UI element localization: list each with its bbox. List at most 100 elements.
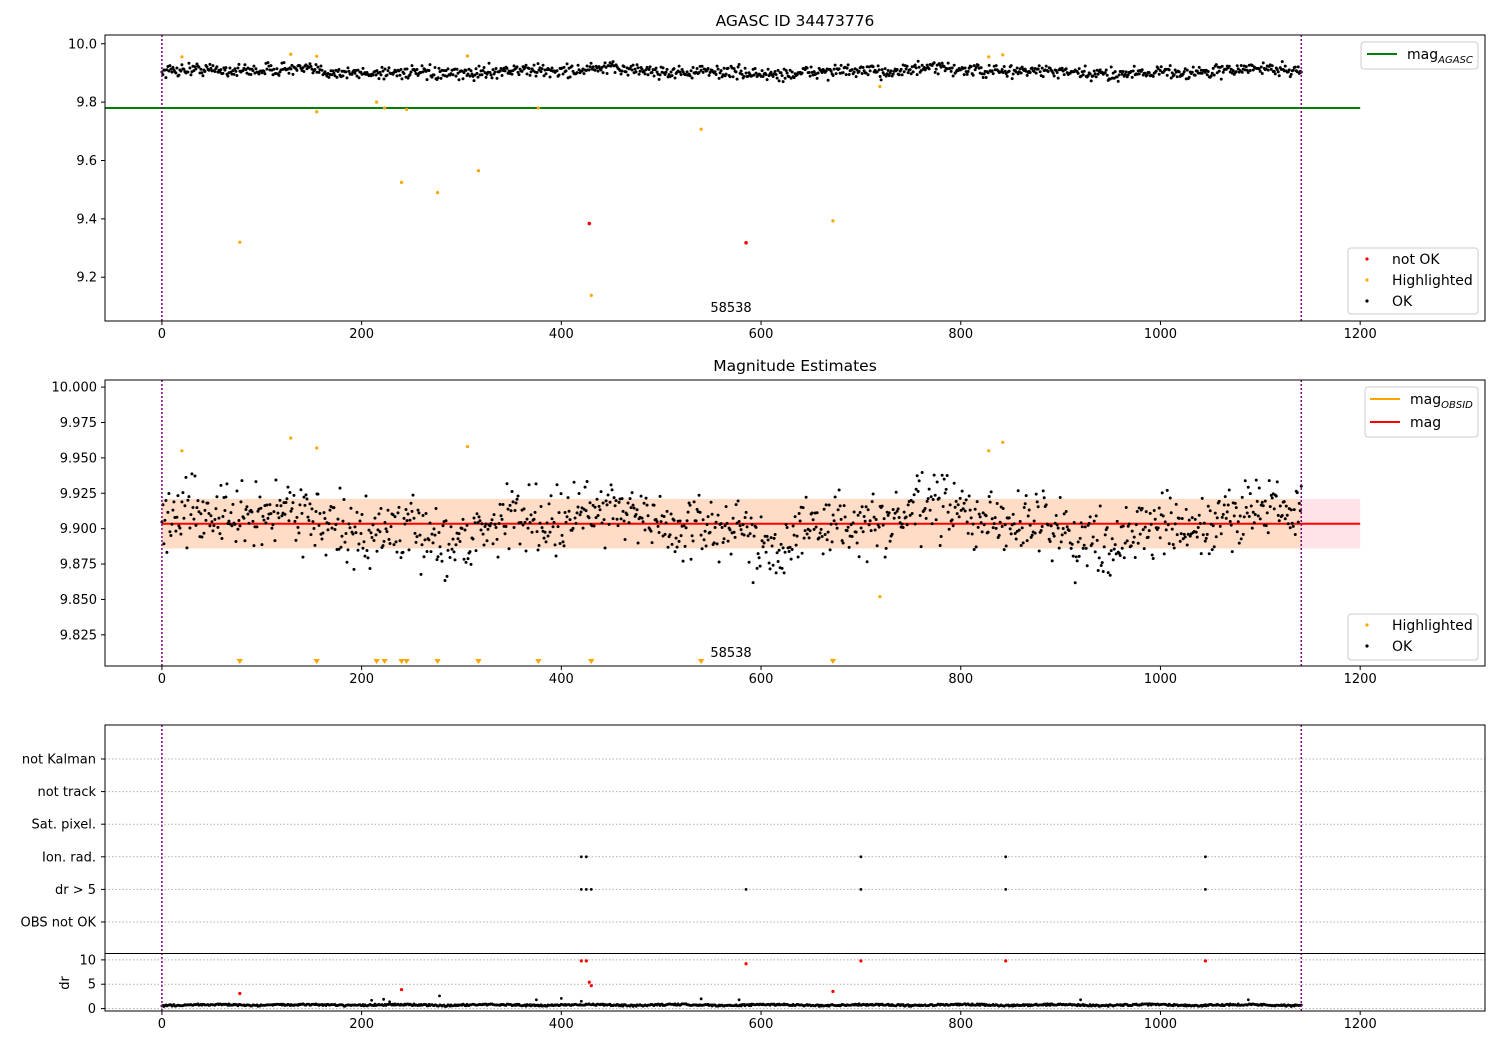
agasc-ok-point [974, 65, 978, 69]
agasc-ok-point [1062, 73, 1066, 77]
magnitude-ok-point [1064, 510, 1068, 514]
magnitude-ok-point [221, 515, 225, 519]
magnitude-ok-point [289, 509, 293, 513]
magnitude-ok-point [869, 529, 873, 533]
agasc-ok-point [1156, 67, 1160, 71]
magnitude-ok-point [1232, 514, 1236, 518]
magnitude-ok-point [311, 520, 315, 524]
magnitude-ok-point [744, 510, 748, 514]
magnitude-ok-point [1081, 546, 1085, 550]
agasc-ok-point [624, 70, 628, 74]
agasc-ok-point [908, 68, 912, 72]
magnitude-ok-point [496, 555, 500, 559]
magnitude-ok-point [1136, 541, 1140, 545]
magnitude-ok-point [724, 505, 728, 509]
magnitude-ok-point [460, 527, 464, 531]
magnitude-ok-point [857, 555, 861, 559]
agasc-ok-point [984, 76, 988, 80]
agasc-ok-point [464, 68, 468, 72]
agasc-ok-point [1055, 70, 1059, 74]
magnitude-ok-point [381, 544, 385, 548]
agasc-ok-point [965, 72, 969, 76]
magnitude-highlighted-point [878, 595, 882, 599]
magnitude-ok-point [1013, 532, 1017, 536]
magnitude-ok-point [1067, 529, 1071, 533]
agasc-ok-point [744, 71, 748, 75]
magnitude-ok-point [356, 548, 360, 552]
magnitude-ok-point [462, 557, 466, 561]
agasc-ok-point [491, 68, 495, 72]
flags-x-tick-label: 0 [158, 1017, 166, 1032]
agasc-ok-point [561, 72, 565, 76]
agasc-ok-point [540, 67, 544, 71]
magnitude-ok-point [414, 540, 418, 544]
agasc-ok-point [457, 78, 461, 82]
magnitude-legend-mag-label: mag [1410, 415, 1441, 431]
magnitude-ok-point [1194, 530, 1198, 534]
magnitude-ok-point [597, 504, 601, 508]
magnitude-ok-point [503, 532, 507, 536]
agasc-ok-point [346, 66, 350, 70]
agasc-ok-point [700, 64, 704, 68]
agasc-ok-point [611, 60, 615, 64]
magnitude-ok-point [851, 521, 855, 525]
flags-point [1204, 855, 1207, 859]
agasc-ok-point [805, 66, 809, 70]
magnitude-ok-point [420, 543, 424, 547]
magnitude-ok-point [1138, 532, 1142, 536]
magnitude-ok-point [1284, 504, 1288, 508]
agasc-ok-point [647, 68, 651, 72]
magnitude-ok-point [1220, 515, 1224, 519]
agasc-ok-point [378, 70, 382, 74]
magnitude-ok-point [1228, 519, 1232, 523]
magnitude-ok-point [1289, 508, 1293, 512]
agasc-ok-point [1177, 70, 1181, 74]
magnitude-ok-point [796, 555, 800, 559]
magnitude-ok-point [1020, 526, 1024, 530]
agasc-ok-point [302, 69, 306, 73]
agasc-ok-point [510, 72, 514, 76]
magnitude-ok-point [775, 551, 779, 555]
magnitude-ok-point [1199, 552, 1203, 556]
agasc-ok-point [713, 70, 717, 74]
agasc-ok-point [1251, 68, 1255, 72]
magnitude-ok-point [669, 512, 673, 516]
agasc-highlighted-point [476, 169, 481, 173]
agasc-ok-point [498, 69, 502, 73]
magnitude-ok-point [397, 505, 401, 509]
magnitude-ok-point [1055, 523, 1059, 527]
agasc-legend-highlighted-label: Highlighted [1392, 273, 1473, 289]
magnitude-ok-point [694, 519, 698, 523]
magnitude-ok-point [527, 483, 531, 487]
magnitude-ok-point [823, 532, 827, 536]
agasc-ok-point [689, 69, 693, 73]
agasc-ok-point [962, 73, 966, 77]
magnitude-ok-point [1113, 543, 1117, 547]
magnitude-ok-point [681, 559, 685, 563]
agasc-ok-point [482, 66, 486, 70]
agasc-ok-point [385, 73, 389, 77]
magnitude-ok-point [255, 525, 259, 529]
agasc-ok-point [657, 77, 661, 81]
magnitude-ok-point [944, 487, 948, 491]
agasc-ok-point [925, 63, 929, 67]
agasc-ok-point [852, 70, 856, 74]
magnitude-ok-point [715, 542, 719, 546]
dr-axis-label: dr [58, 976, 73, 990]
agasc-ok-point [179, 69, 183, 73]
magnitude-ok-point [785, 526, 789, 530]
agasc-ok-point [678, 70, 682, 74]
magnitude-ok-point [767, 561, 771, 565]
agasc-ok-point [879, 78, 883, 82]
magnitude-ok-point [217, 516, 221, 520]
magnitude-off-scale-marker [434, 659, 441, 664]
magnitude-ok-point [822, 507, 826, 511]
magnitude-ok-point [1161, 514, 1165, 518]
magnitude-ok-point [367, 528, 371, 532]
agasc-ok-point [753, 67, 757, 71]
magnitude-ok-point [1293, 532, 1297, 536]
magnitude-x-axis: 0 200 400 600 800 1000 1200 [158, 666, 1377, 687]
magnitude-ok-point [733, 535, 737, 539]
magnitude-ok-point [564, 520, 568, 524]
agasc-highlighted-point [180, 55, 184, 59]
